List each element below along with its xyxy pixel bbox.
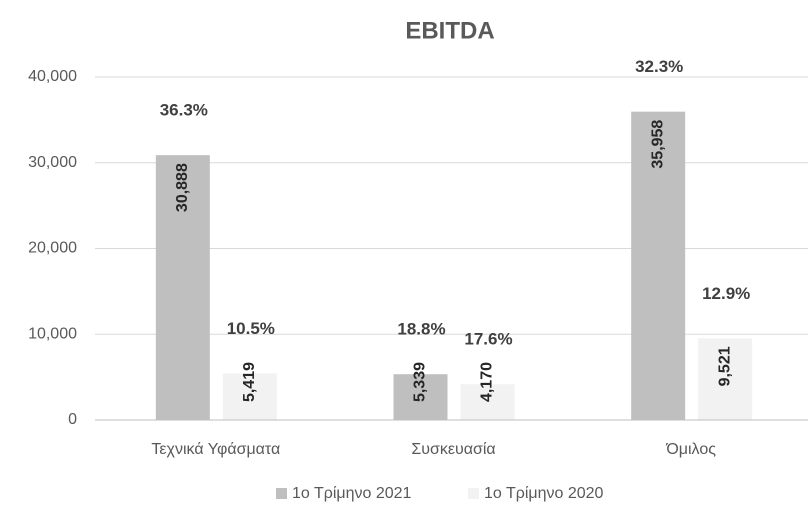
y-tick-label: 30,000 [28, 154, 77, 171]
value-label: 30,888 [174, 163, 191, 212]
annotation: 10.5% [227, 319, 275, 338]
bar [698, 338, 753, 420]
value-label: 9,521 [716, 346, 733, 386]
annotation: 18.8% [397, 320, 445, 339]
legend-label: 1ο Τρίμηνο 2021 [292, 485, 412, 502]
legend-label: 1ο Τρίμηνο 2020 [484, 485, 604, 502]
bar [155, 155, 210, 420]
x-tick-label: Συσκευασία [411, 441, 495, 458]
annotation: 36.3% [160, 101, 208, 120]
y-tick-label: 10,000 [28, 325, 77, 342]
value-label: 5,419 [241, 362, 258, 402]
bar [631, 111, 686, 420]
legend-swatch [468, 488, 479, 499]
chart-title: EBITDA [405, 17, 494, 44]
y-tick-label: 40,000 [28, 68, 77, 85]
value-label: 4,170 [479, 362, 496, 402]
y-tick-label: 0 [68, 411, 77, 428]
annotation: 12.9% [702, 284, 750, 303]
bar [222, 373, 277, 420]
value-label: 5,339 [412, 362, 429, 402]
annotation: 32.3% [635, 57, 683, 76]
x-tick-label: Τεχνικά Υφάσματα [151, 441, 280, 458]
annotation: 17.6% [464, 330, 512, 349]
bar [460, 384, 515, 420]
y-tick-label: 20,000 [28, 240, 77, 257]
x-tick-label: Όμιλος [665, 441, 716, 458]
legend-swatch [276, 488, 287, 499]
bar [393, 374, 448, 420]
value-label: 35,958 [649, 120, 666, 169]
